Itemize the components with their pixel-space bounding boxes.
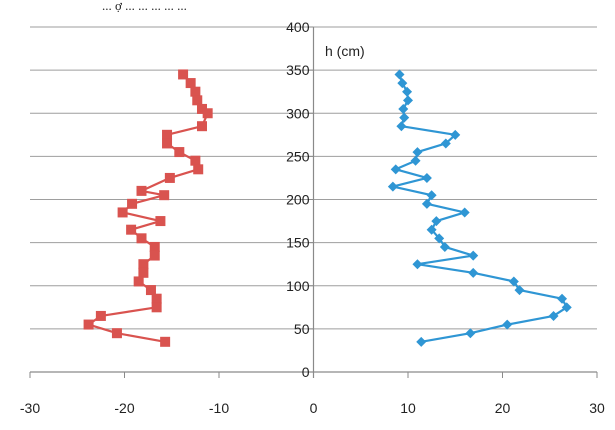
data-point-square	[95, 310, 106, 321]
series-2	[387, 69, 572, 347]
data-point-square	[136, 233, 147, 244]
x-tick-label: -10	[209, 400, 229, 416]
data-point-square	[202, 108, 213, 119]
series-1	[83, 69, 213, 347]
data-point-diamond	[468, 267, 479, 278]
data-point-square	[196, 103, 207, 114]
data-point-square	[190, 155, 201, 166]
x-tick-label: 20	[495, 400, 511, 416]
data-point-diamond	[398, 103, 409, 114]
data-point-diamond	[468, 250, 479, 261]
data-point-square	[138, 259, 149, 270]
data-point-square	[193, 164, 204, 175]
data-point-square	[126, 224, 137, 235]
data-point-diamond	[396, 121, 407, 132]
y-tick-label: 300	[286, 105, 310, 121]
data-point-square	[117, 207, 128, 218]
data-point-diamond	[440, 138, 451, 149]
data-point-diamond	[402, 86, 413, 97]
data-point-diamond	[421, 172, 432, 183]
data-point-square	[174, 147, 185, 158]
data-point-diamond	[548, 310, 559, 321]
data-point-diamond	[394, 69, 405, 80]
data-point-square	[145, 285, 156, 296]
data-point-diamond	[390, 164, 401, 175]
data-point-diamond	[561, 302, 572, 313]
y-tick-label: 0	[302, 364, 310, 380]
data-point-diamond	[514, 285, 525, 296]
y-tick-label: 150	[286, 235, 310, 251]
data-point-diamond	[439, 241, 450, 252]
cropped-header-text: ... ợ ... ... ... ... ...	[102, 0, 187, 13]
data-point-square	[151, 302, 162, 313]
data-point-square	[83, 319, 94, 330]
data-point-diamond	[399, 112, 410, 123]
data-point-square	[127, 198, 138, 209]
data-point-diamond	[557, 293, 568, 304]
data-point-square	[136, 185, 147, 196]
data-point-square	[178, 69, 189, 80]
y-tick-label: 400	[286, 19, 310, 35]
series-line	[391, 74, 568, 343]
y-tick-label: 350	[286, 62, 310, 78]
data-point-square	[162, 129, 173, 140]
data-point-diamond	[416, 336, 427, 347]
data-point-diamond	[502, 319, 513, 330]
data-point-square	[151, 293, 162, 304]
data-point-diamond	[465, 328, 476, 339]
data-point-square	[162, 138, 173, 149]
x-tick-label: -20	[114, 400, 134, 416]
data-point-diamond	[508, 276, 519, 287]
data-point-square	[192, 95, 203, 106]
y-tick-label: 200	[286, 192, 310, 208]
tick-labels: 0 50 100 150 200 250 300 350 400 -30 -20 -10 0 10 20 30	[20, 19, 605, 416]
data-point-diamond	[387, 181, 398, 192]
data-point-square	[196, 121, 207, 132]
data-point-square	[164, 172, 175, 183]
data-point-diamond	[431, 216, 442, 227]
y-tick-label: 50	[294, 321, 310, 337]
data-point-diamond	[403, 95, 413, 106]
x-tick-label: 10	[400, 400, 416, 416]
data-point-square	[190, 86, 201, 97]
data-point-diamond	[426, 224, 437, 235]
x-tick-label: -30	[20, 400, 40, 416]
x-tick-label: 30	[589, 400, 605, 416]
data-point-diamond	[397, 78, 408, 89]
data-point-square	[149, 250, 160, 261]
data-point-square	[149, 241, 160, 252]
data-point-diamond	[410, 155, 421, 166]
data-point-diamond	[434, 233, 445, 244]
data-point-square	[111, 328, 122, 339]
data-series	[83, 69, 572, 347]
data-point-diamond	[412, 147, 423, 158]
x-tick-label: 0	[310, 400, 318, 416]
data-point-diamond	[412, 259, 423, 270]
series-line	[87, 73, 209, 343]
data-point-square	[155, 216, 166, 227]
data-point-diamond	[459, 207, 470, 218]
data-point-diamond	[450, 129, 461, 140]
y-axis-title: h (cm)	[325, 43, 365, 59]
data-point-square	[160, 336, 171, 347]
y-tick-label: 250	[286, 148, 310, 164]
data-point-diamond	[426, 190, 437, 201]
data-point-square	[138, 267, 149, 278]
data-point-square	[133, 276, 144, 287]
data-point-square	[185, 78, 196, 89]
data-point-diamond	[421, 198, 432, 209]
data-point-square	[159, 190, 170, 201]
y-tick-label: 100	[286, 278, 310, 294]
axes	[29, 26, 598, 378]
